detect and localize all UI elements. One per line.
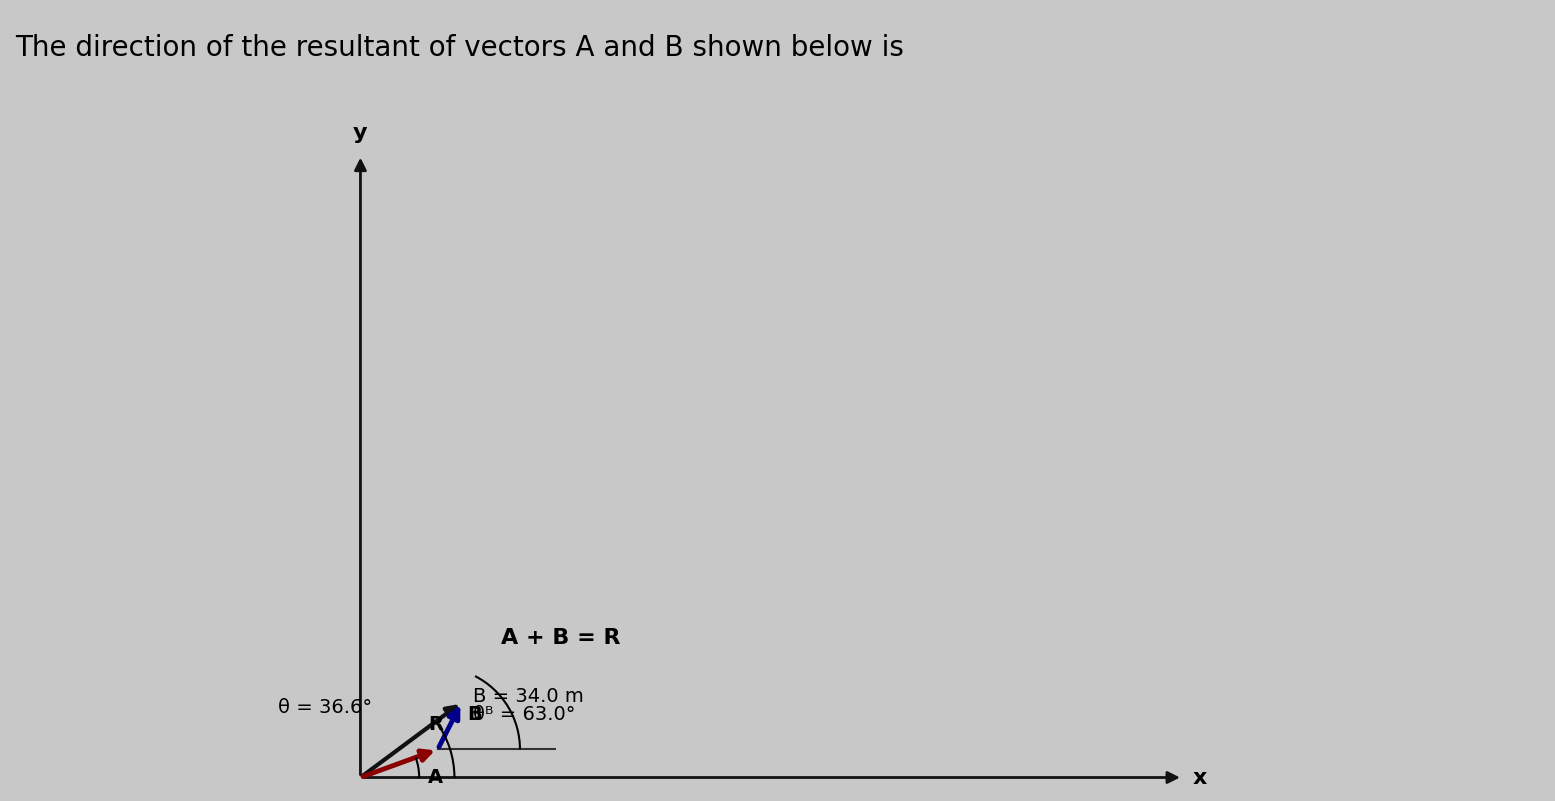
Text: θᴮ = 63.0°: θᴮ = 63.0° [473,705,575,724]
Text: y: y [353,123,367,143]
Text: A: A [428,767,443,787]
Text: B = 34.0 m: B = 34.0 m [473,687,583,706]
Text: The direction of the resultant of vectors A and B shown below is: The direction of the resultant of vector… [16,34,905,62]
Text: θ = 36.6°: θ = 36.6° [278,698,372,717]
Text: B: B [468,705,482,724]
Text: R: R [428,715,443,735]
Text: A + B = R: A + B = R [501,628,620,648]
Text: x: x [1193,767,1207,787]
